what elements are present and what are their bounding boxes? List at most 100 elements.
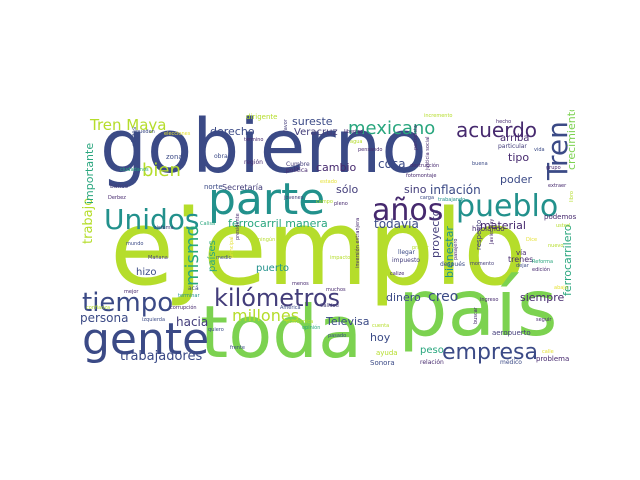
word-trenes: trenes	[508, 255, 534, 264]
word-sureste: sureste	[292, 115, 333, 128]
word-trabajo: trabajo	[81, 197, 96, 244]
word-jovenes: jóvenes	[284, 195, 304, 201]
word-gente: gente	[82, 314, 210, 365]
word-ciudadanos: ciudadanos	[120, 167, 149, 173]
word-reforma: Reforma	[532, 259, 554, 265]
word-podemos: podemos	[544, 213, 577, 221]
word-todavia: todavía	[374, 217, 419, 231]
word-poder: poder	[500, 173, 532, 186]
word-norte: norte	[204, 183, 223, 191]
word-manana: Mañana	[148, 255, 168, 261]
word-mundo: mundo	[126, 241, 144, 247]
word-veracruz: Veracruz	[294, 127, 338, 138]
word-particular: particular	[498, 143, 527, 150]
word-cambio: cambio	[316, 161, 357, 174]
word-destruccion: destrucción	[410, 163, 440, 169]
word-sonora: Sonora	[370, 359, 395, 367]
word-agua: agua	[350, 139, 363, 145]
word-aeropuerto: aeropuerto	[492, 329, 531, 337]
word-mismo: mismo	[182, 225, 203, 286]
word-anos: años	[372, 193, 444, 228]
word-menos: menos	[292, 281, 309, 287]
word-peso: peso	[420, 345, 444, 356]
word-impacto: impacto	[330, 255, 351, 261]
word-problema: problema	[536, 355, 570, 363]
word-favor: favor	[283, 119, 289, 132]
word-grupo: grupo	[546, 165, 561, 171]
word-dice: Dice	[526, 237, 538, 243]
word-dinero: dinero	[386, 291, 421, 304]
word-pueblo: pueblo	[456, 189, 559, 224]
word-hoy: hoy	[370, 331, 391, 344]
word-america: América	[280, 305, 301, 311]
word-calidad: Calidad	[320, 303, 339, 309]
word-despues: después	[440, 261, 466, 268]
word-importante: importante	[83, 142, 96, 204]
word-parte: parte	[208, 174, 326, 225]
word-tipo: tipo	[508, 151, 530, 164]
word-buscar: buscar	[473, 307, 479, 324]
word-trabajando: trabajando	[438, 197, 466, 203]
word-unidos: Unidos	[104, 203, 200, 236]
word-mexicano: mexicano	[348, 118, 436, 139]
word-javier-nay: Javier Nay	[489, 218, 495, 244]
word-cosa: cosa	[378, 157, 406, 171]
word-ferrocarril-manera: ferrocarril manera	[228, 217, 328, 230]
word-ayuda: ayuda	[376, 349, 398, 357]
word-cumbre: Cumbre	[286, 161, 310, 168]
word-cloud: ejemplo país toda gobierno parte gente p…	[80, 110, 580, 366]
word-arriba: arriba	[500, 133, 530, 144]
word-quiero: quiero	[208, 327, 224, 333]
word-region: región	[244, 159, 263, 166]
word-relacion: relación	[420, 359, 444, 366]
word-toda: toda	[200, 290, 363, 366]
word-televisa: Televisa	[326, 315, 370, 328]
word-calisa: Calisa	[200, 221, 216, 227]
word-elecciones: elecciones	[164, 131, 191, 137]
word-fotomontaje: fotomontaje	[406, 173, 437, 179]
word-estado: estado	[320, 179, 337, 185]
word-dejar: dejar	[516, 263, 529, 269]
word-llegar: llegar	[398, 249, 415, 256]
word-hecho: hecho	[496, 119, 512, 125]
word-confianza: confianza	[86, 305, 111, 311]
word-calize: calize	[390, 271, 405, 277]
word-politica: política	[286, 167, 308, 174]
word-impuesto: impuesto	[392, 257, 420, 264]
word-trabajadores: trabajadores	[120, 349, 203, 364]
word-pueden: pueden	[136, 129, 155, 135]
word-seguir: seguir	[536, 317, 552, 323]
word-mejor: mejor	[124, 289, 139, 295]
word-terminar: terminar	[178, 293, 200, 299]
word-material: material	[480, 219, 526, 232]
word-banco: banco	[110, 183, 129, 190]
word-ingreso: ingreso	[480, 297, 499, 303]
word-libro: libro	[569, 191, 575, 202]
word-libertad: libertad	[344, 129, 364, 135]
word-momento: momento	[470, 261, 495, 267]
word-pleno: pleno	[334, 201, 348, 207]
word-cuenta: cuenta	[372, 323, 390, 329]
word-puerto: puerto	[256, 263, 289, 274]
word-crecimiento: crecimiento	[565, 110, 578, 170]
word-dirigente: dirigente	[246, 113, 278, 121]
word-economica: económica	[286, 319, 314, 325]
word-periodista: periodista	[413, 125, 419, 150]
word-hizo: hizo	[136, 267, 157, 278]
word-zona: zona	[166, 153, 183, 161]
word-nuevo: nuevo	[548, 243, 564, 249]
word-incremento: incremento	[424, 113, 453, 119]
word-pasajero: pasajero	[453, 238, 459, 260]
word-acuerdo: acuerdo	[456, 118, 538, 142]
word-sistema: sistema	[154, 225, 174, 231]
word-izquierda: izquierda	[142, 317, 166, 323]
word-presidente: presidente	[235, 213, 241, 240]
word-secretaria: Secretaría	[222, 183, 263, 192]
word-abajo: abajo	[554, 285, 568, 291]
word-medio: medio	[216, 255, 232, 261]
word-muchos: muchos	[326, 287, 346, 293]
word-persona: persona	[80, 311, 129, 325]
word-vida: vida	[534, 147, 545, 153]
word-hablando: hablando	[472, 225, 505, 233]
word-termino: término	[244, 137, 264, 143]
